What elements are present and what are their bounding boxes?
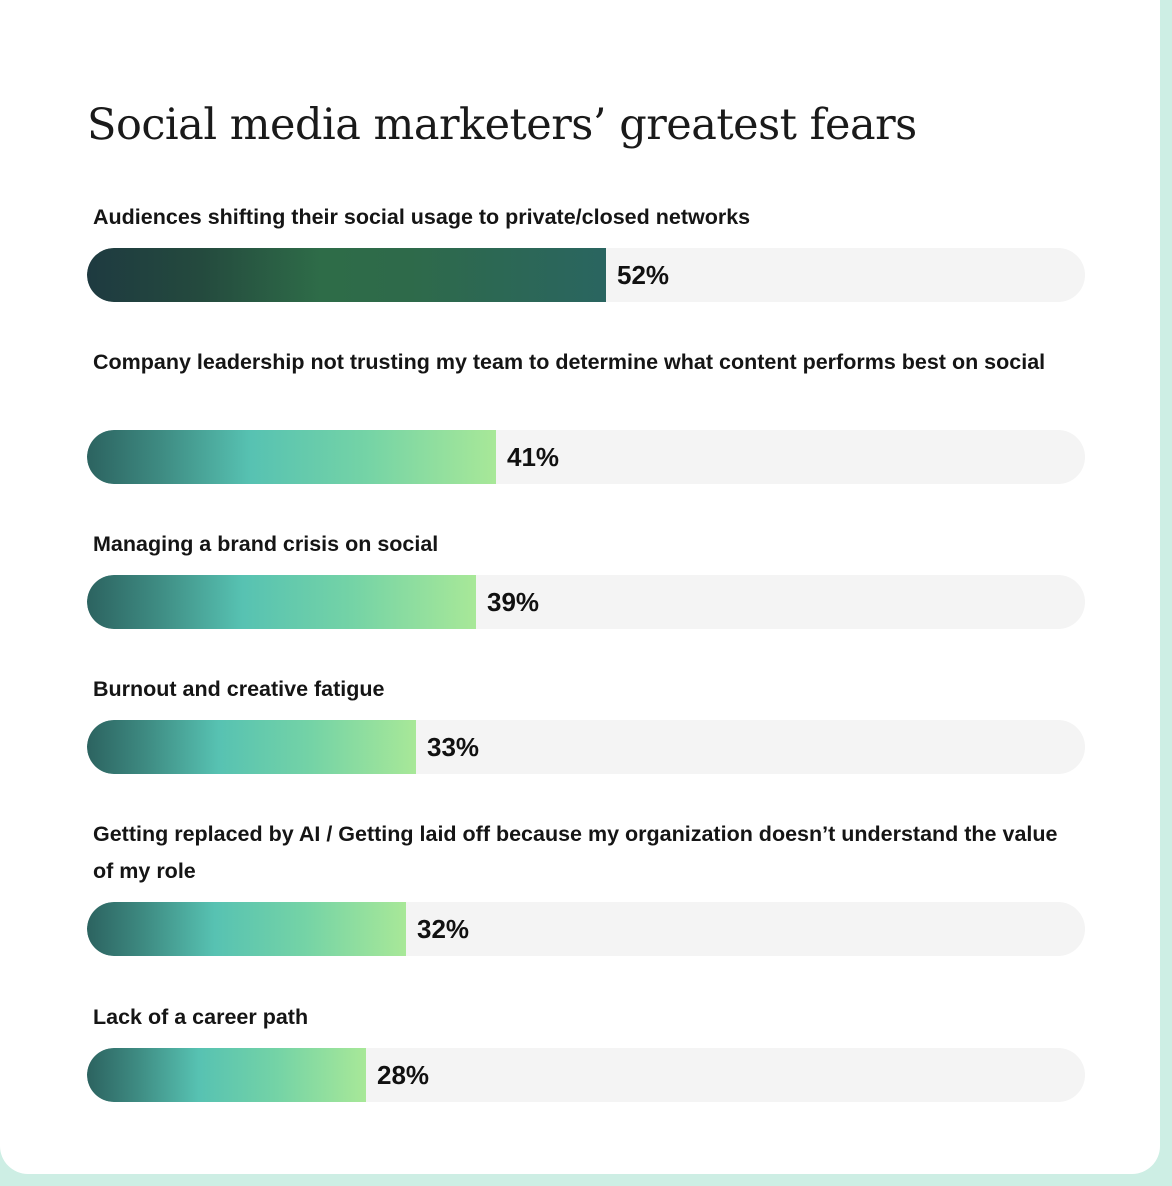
value-label: 52% xyxy=(617,260,670,290)
chart-title: Social media marketers’ greatest fears xyxy=(87,100,917,150)
value-label: 39% xyxy=(487,587,540,617)
category-label: Managing a brand crisis on social xyxy=(93,532,439,556)
value-label: 32% xyxy=(417,914,470,944)
bar xyxy=(87,575,476,629)
bar-track: 41% xyxy=(87,430,1085,484)
bar xyxy=(87,902,406,956)
bar-track: 33% xyxy=(87,720,1085,774)
category-label: Getting replaced by AI / Getting laid of… xyxy=(93,822,1058,883)
bar-track: 32% xyxy=(87,902,1085,956)
category-label: Company leadership not trusting my team … xyxy=(93,350,1046,374)
bar xyxy=(87,248,606,302)
value-label: 41% xyxy=(507,442,560,472)
category-label: Burnout and creative fatigue xyxy=(93,677,385,701)
category-label: Lack of a career path xyxy=(93,1005,309,1029)
bar-track: 39% xyxy=(87,575,1085,629)
category-label: Audiences shifting their social usage to… xyxy=(93,205,751,229)
bar xyxy=(87,1048,366,1102)
bar-track: 52% xyxy=(87,248,1085,302)
chart-card: Social media marketers’ greatest fears A… xyxy=(0,0,1160,1174)
bar xyxy=(87,720,416,774)
value-label: 28% xyxy=(377,1060,430,1090)
value-label: 33% xyxy=(427,732,480,762)
bar-track: 28% xyxy=(87,1048,1085,1102)
bar xyxy=(87,430,496,484)
